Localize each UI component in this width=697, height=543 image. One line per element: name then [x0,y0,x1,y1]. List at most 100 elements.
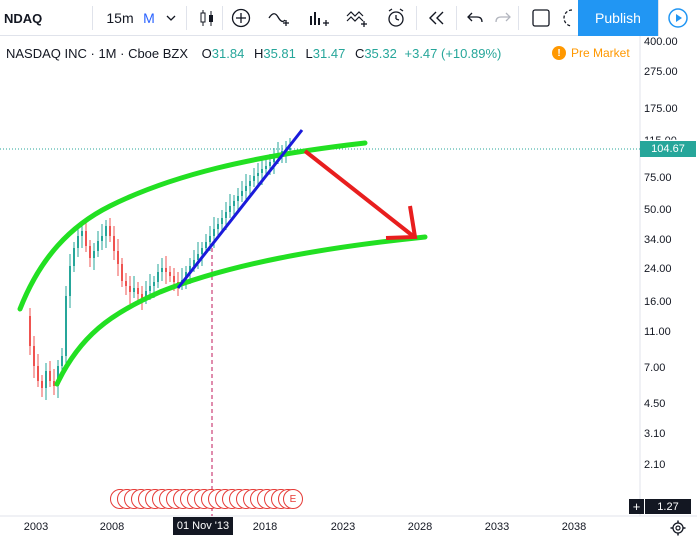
candle-body [253,176,255,181]
interval-button[interactable]: 15m [106,10,134,26]
indicators-icon[interactable] [302,0,336,36]
candle-body [153,282,155,286]
price-axis-label: 400.00 [644,36,678,48]
candle-body [173,276,175,282]
candle-body [241,191,243,196]
price-axis-label: 75.00 [644,172,672,184]
candle-body [101,236,103,241]
candle-body [125,281,127,286]
symbol-legend: NASDAQ INC · 1M · Cboe BZX O31.84 H35.81… [6,46,501,61]
compare-icon[interactable] [262,0,296,36]
screenshot-icon[interactable] [562,0,576,36]
candle-body [113,236,115,251]
legend-open: 31.84 [211,46,245,61]
candle-body [69,266,71,296]
price-axis-label: 24.00 [644,263,672,275]
candle-body [289,148,291,150]
time-axis-label: 2018 [252,521,278,533]
candle-body [209,236,211,242]
price-axis-label: 275.00 [644,66,678,78]
toolbar-divider [456,6,457,30]
candle-body [225,212,227,218]
clock-icon: ! [552,46,566,60]
candle-body [161,268,163,272]
candle-body [85,231,87,246]
symbol-search[interactable]: NDAQ [4,10,43,26]
candle-body [105,226,107,236]
chevron-down-icon[interactable] [162,0,180,36]
replay-icon[interactable] [420,0,454,36]
price-axis-label: 4.50 [644,398,666,410]
candle-body [257,173,259,176]
candle-body [61,356,63,366]
candle-body [53,381,55,386]
legend-title: NASDAQ INC · 1M · Cboe BZX [6,46,189,61]
candle-body [221,218,223,224]
price-candles [29,138,291,400]
play-icon[interactable] [658,0,697,36]
layout-icon[interactable] [524,0,558,36]
candle-body [57,366,59,386]
time-axis-label: 2008 [99,521,125,533]
candles-icon[interactable] [190,0,224,36]
market-status-label: Pre Market [571,46,630,60]
candle-body [81,231,83,236]
toolbar-divider [92,6,93,30]
chart-canvas[interactable] [0,36,697,543]
candle-body [217,224,219,229]
gear-icon[interactable] [667,517,689,539]
candle-body [197,254,199,260]
alert-icon[interactable] [380,0,414,36]
price-axis-label: 16.00 [644,296,672,308]
price-axis-label: 175.00 [644,103,678,115]
crosshair-date-tag: 01 Nov '13 [173,517,233,535]
time-axis-label: 2023 [330,521,356,533]
price-axis-label: 34.00 [644,234,672,246]
candle-body [89,246,91,258]
earnings-marker[interactable]: E [283,489,303,509]
legend-close-key: C [354,46,365,61]
candle-body [165,268,167,272]
candle-body [249,181,251,186]
candle-body [157,272,159,282]
candle-body [141,294,143,298]
price-axis-label: 50.00 [644,204,672,216]
candle-body [29,316,31,346]
candle-body [189,266,191,272]
candle-body [149,286,151,291]
last-price-tag: 104.67 [640,141,696,157]
candle-body [145,291,147,298]
candle-body [121,264,123,281]
plus-icon[interactable]: + [629,499,644,514]
channel-upper-curve [17,140,368,312]
projection-arrow-head [385,205,418,240]
candle-body [117,251,119,264]
candle-body [45,371,47,388]
legend-open-key: O [201,46,212,61]
candle-body [133,288,135,292]
candle-body [41,381,43,388]
candle-body [73,248,75,266]
time-axis-label: 2038 [561,521,587,533]
candle-body [65,296,67,356]
candle-body [237,196,239,201]
publish-button[interactable]: Publish [578,0,658,36]
candle-body [201,248,203,254]
templates-icon[interactable] [340,0,374,36]
toolbar-divider [416,6,417,30]
candle-body [77,236,79,248]
trend-line [176,129,304,289]
ratio-tag: 1.27 [645,499,691,514]
candle-body [261,169,263,173]
interval-alt-button[interactable]: M [143,10,155,26]
projection-arrow [303,149,415,238]
plus-circle-icon[interactable] [224,0,258,36]
price-axis-label: 11.00 [644,326,671,338]
candle-body [33,346,35,366]
undo-icon[interactable] [458,0,492,36]
candle-body [137,288,139,294]
market-status[interactable]: ! Pre Market [552,46,630,60]
legend-high-key: H [253,46,264,61]
candle-body [269,162,271,166]
redo-icon[interactable] [486,0,520,36]
